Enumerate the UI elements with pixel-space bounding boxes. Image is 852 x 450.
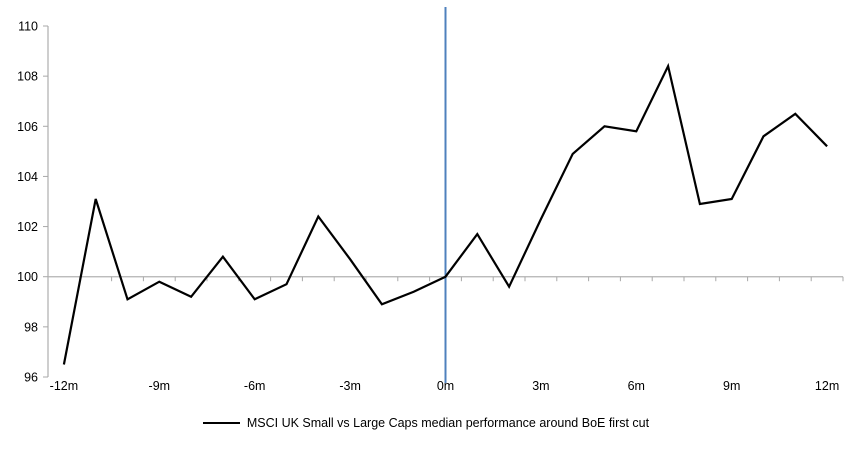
x-axis-tick-label: -3m — [339, 379, 361, 393]
y-axis-tick-label: 108 — [17, 70, 38, 84]
y-axis-tick-label: 104 — [17, 170, 38, 184]
legend: MSCI UK Small vs Large Caps median perfo… — [0, 416, 852, 430]
y-axis-tick-label: 110 — [18, 20, 38, 34]
x-axis-tick-label: 12m — [815, 379, 839, 393]
y-axis-tick-label: 96 — [24, 371, 38, 385]
y-axis-tick-label: 100 — [17, 270, 38, 284]
legend-label: MSCI UK Small vs Large Caps median perfo… — [246, 416, 650, 430]
x-axis-tick-label: 0m — [437, 379, 454, 393]
y-axis-tick-label: 98 — [24, 320, 38, 334]
legend-line-sample-icon — [202, 422, 240, 424]
y-axis-tick-label: 106 — [17, 120, 38, 134]
x-axis-tick-label: 6m — [628, 379, 645, 393]
x-axis-tick-label: -12m — [50, 379, 78, 393]
x-axis-tick-label: -6m — [244, 379, 266, 393]
x-axis-tick-label: 3m — [532, 379, 549, 393]
x-axis-tick-label: -9m — [149, 379, 171, 393]
x-axis-tick-label: 9m — [723, 379, 740, 393]
y-axis-tick-label: 102 — [17, 220, 38, 234]
series-line — [62, 62, 828, 365]
